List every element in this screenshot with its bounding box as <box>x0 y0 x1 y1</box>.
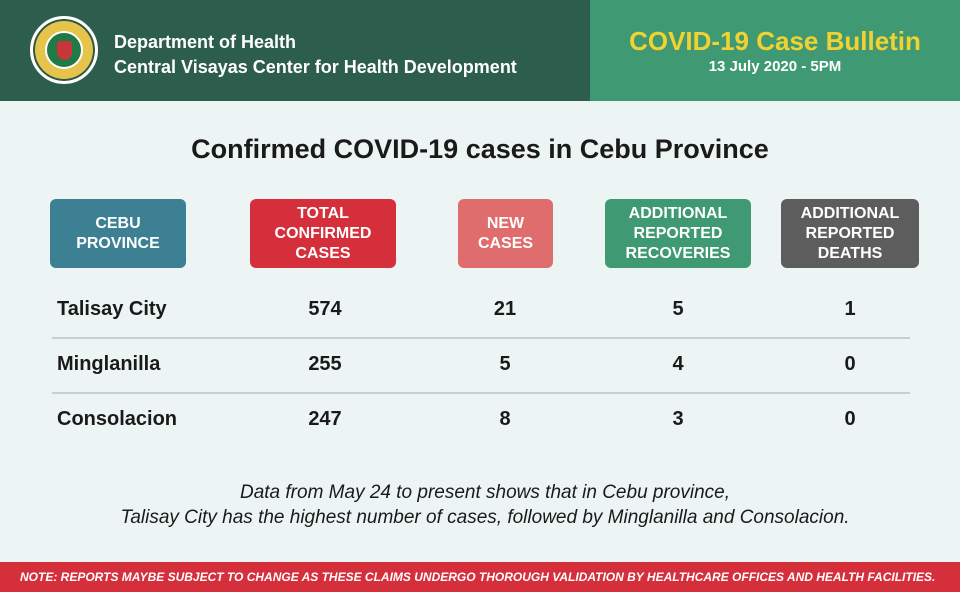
recoveries-value: 5 <box>672 298 684 320</box>
column-header-line: REPORTED <box>633 224 723 242</box>
total-cases-value: 247 <box>308 408 342 430</box>
org-line-1: Department of Health <box>114 32 297 52</box>
recoveries-value: 4 <box>672 353 684 375</box>
header-left-panel: Department of Health Central Visayas Cen… <box>0 0 590 101</box>
total-cases-value: 574 <box>308 298 342 320</box>
municipality-name: Talisay City <box>57 298 167 320</box>
column-header-new-cases: NEW CASES <box>458 199 553 268</box>
column-header-line: CASES <box>295 244 351 262</box>
recoveries-value: 3 <box>672 408 684 430</box>
summary-text: Data from May 24 to present shows that i… <box>0 480 960 530</box>
header: Department of Health Central Visayas Cen… <box>0 0 960 101</box>
footer-note: NOTE: REPORTS MAYBE SUBJECT TO CHANGE AS… <box>0 562 960 592</box>
deaths-value: 0 <box>844 353 856 375</box>
total-cases-value: 255 <box>308 353 342 375</box>
column-header-line: REPORTED <box>805 224 895 242</box>
column-header-line: CONFIRMED <box>274 224 372 242</box>
summary-line-2: Talisay City has the highest number of c… <box>120 507 850 528</box>
header-right-panel: COVID-19 Case Bulletin 13 July 2020 - 5P… <box>590 0 960 101</box>
column-header-deaths: ADDITIONAL REPORTED DEATHS <box>781 199 919 268</box>
summary-line-1: Data from May 24 to present shows that i… <box>239 482 731 503</box>
deaths-value: 1 <box>844 298 856 320</box>
column-header-line: RECOVERIES <box>625 244 731 262</box>
column-header-line: DEATHS <box>817 244 883 262</box>
table-row: Talisay City 574 21 5 1 <box>50 298 910 354</box>
bulletin-date: 13 July 2020 - 5PM <box>708 58 842 75</box>
column-header-line: NEW <box>486 214 525 232</box>
table-row: Minglanilla 255 5 4 0 <box>50 353 910 409</box>
column-header-line: TOTAL <box>297 204 349 222</box>
column-header-total-cases: TOTAL CONFIRMED CASES <box>250 199 396 268</box>
municipality-name: Consolacion <box>57 408 178 430</box>
column-header-province: CEBU PROVINCE <box>50 199 186 268</box>
municipality-name: Minglanilla <box>57 353 161 375</box>
column-header-recoveries: ADDITIONAL REPORTED RECOVERIES <box>605 199 751 268</box>
deaths-value: 0 <box>844 408 856 430</box>
new-cases-value: 8 <box>499 408 511 430</box>
column-header-line: ADDITIONAL <box>800 204 900 222</box>
org-line-2: Central Visayas Center for Health Develo… <box>114 57 517 77</box>
table-row: Consolacion 247 8 3 0 <box>50 408 910 464</box>
column-header-line: CASES <box>477 234 534 252</box>
row-divider <box>52 337 910 339</box>
seal-inner <box>45 31 83 69</box>
row-divider <box>52 392 910 394</box>
new-cases-value: 21 <box>493 298 517 320</box>
page-title: Confirmed COVID-19 cases in Cebu Provinc… <box>191 134 769 164</box>
organization-name: Department of Health Central Visayas Cen… <box>114 30 517 80</box>
doh-seal-logo <box>30 16 98 84</box>
seal-core <box>57 41 72 60</box>
column-header-line: ADDITIONAL <box>628 204 728 222</box>
column-header-line: CEBU <box>95 214 141 232</box>
column-header-line: PROVINCE <box>76 234 160 252</box>
new-cases-value: 5 <box>499 353 511 375</box>
bulletin-title: COVID-19 Case Bulletin <box>629 26 921 56</box>
